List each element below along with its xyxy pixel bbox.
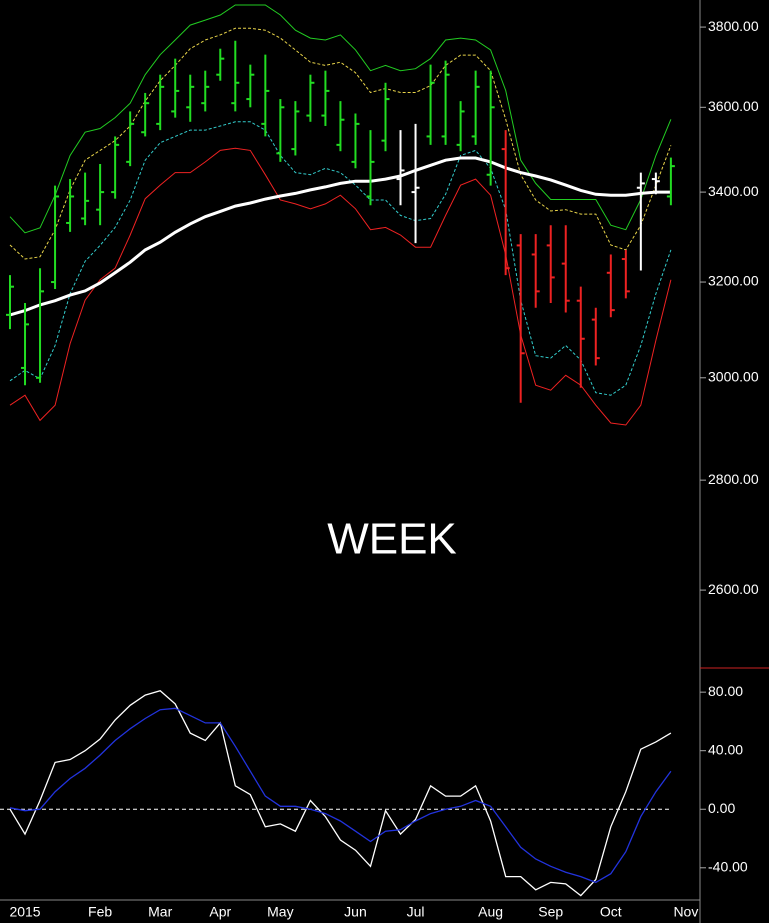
ohlc-bar (546, 225, 555, 304)
ohlc-bar (321, 70, 330, 126)
ohlc-bar (396, 130, 405, 206)
ohlc-bar (291, 101, 300, 156)
y-tick-label: 2600.00 (708, 581, 759, 597)
x-tick-label: Jul (407, 904, 425, 920)
y-tick-label: 0.00 (708, 800, 735, 816)
ohlc-bar (126, 111, 135, 167)
y-tick-label: 3400.00 (708, 183, 759, 199)
y-tick-label: -40.00 (708, 859, 748, 875)
ohlc-bar (306, 74, 315, 122)
ohlc-bar (471, 70, 480, 145)
ohlc-bar (516, 234, 525, 403)
ohlc-bar (156, 74, 165, 131)
ohlc-bar (621, 249, 630, 299)
x-tick-label: Mar (148, 904, 172, 920)
series-line (9, 156, 671, 317)
annotation: WEEK (327, 515, 457, 564)
ohlc-bar (441, 60, 450, 145)
ohlc-bar (231, 40, 240, 112)
x-tick-label: Apr (209, 904, 231, 920)
x-tick-label: Nov (673, 904, 698, 920)
ohlc-bar (666, 157, 675, 206)
ohlc-bar (246, 64, 255, 108)
ohlc-bar (36, 268, 45, 383)
ohlc-bar (561, 225, 570, 313)
x-tick-label: Jun (344, 904, 367, 920)
ohlc-bar (111, 136, 120, 199)
series-line (9, 27, 672, 260)
ohlc-bar (81, 172, 90, 226)
ohlc-bar (411, 123, 420, 244)
ohlc-bar (606, 254, 615, 318)
y-tick-label: 3200.00 (708, 273, 759, 289)
ohlc-bar (276, 99, 285, 162)
ohlc-bar (456, 101, 465, 152)
ohlc-bar (51, 185, 60, 290)
ohlc-bar (426, 64, 435, 145)
y-tick-label: 3600.00 (708, 98, 759, 114)
series-line (9, 689, 672, 897)
series-line (9, 121, 672, 396)
ohlc-bar (6, 275, 14, 330)
x-tick-label: Sep (538, 904, 563, 920)
x-tick-label: Aug (478, 904, 503, 920)
ohlc-bar (531, 234, 540, 308)
series-line (9, 707, 672, 884)
y-tick-label: 3000.00 (708, 368, 759, 384)
ohlc-bar (21, 303, 30, 386)
ohlc-bar (351, 113, 360, 169)
ohlc-bar (141, 92, 150, 137)
ohlc-bar (381, 82, 390, 152)
ohlc-bar (171, 58, 180, 118)
x-tick-label: Feb (88, 904, 112, 920)
ohlc-bar (261, 54, 270, 137)
x-tick-label: Oct (600, 904, 622, 920)
ohlc-bar (201, 70, 210, 112)
ohlc-bar (186, 74, 195, 122)
ohlc-bar (486, 70, 495, 186)
ohlc-bar (651, 172, 660, 195)
ohlc-bar (216, 48, 225, 81)
ohlc-bar (366, 130, 375, 206)
series-line (9, 4, 672, 234)
y-tick-label: 80.00 (708, 683, 743, 699)
series-line (9, 147, 672, 426)
y-tick-label: 3800.00 (708, 18, 759, 34)
ohlc-bar (591, 307, 600, 366)
ohlc-bar (96, 164, 105, 226)
x-tick-label: May (267, 904, 293, 920)
ohlc-bar (576, 286, 585, 388)
y-tick-label: 2800.00 (708, 471, 759, 487)
x-tick-label: 2015 (9, 904, 40, 920)
ohlc-bar (501, 130, 510, 276)
ohlc-bar (636, 172, 645, 271)
y-tick-label: 40.00 (708, 741, 743, 757)
ohlc-bar (336, 101, 345, 152)
ohlc-bar (66, 179, 75, 232)
